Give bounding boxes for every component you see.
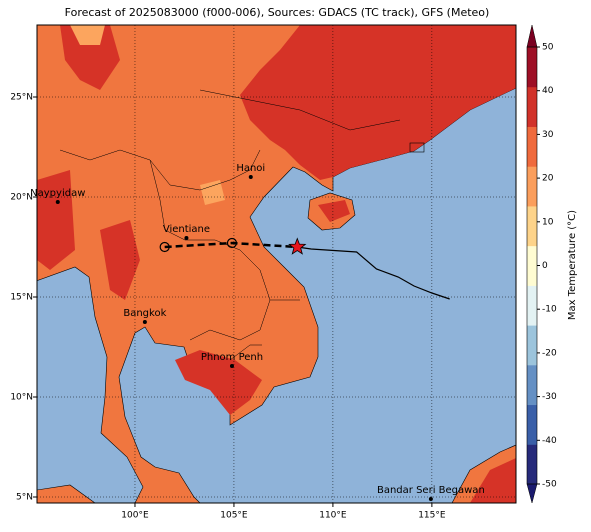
city-marker bbox=[248, 175, 253, 179]
x-tick-label: 110°E bbox=[319, 511, 347, 521]
city-marker bbox=[184, 236, 189, 240]
colorbar-bin bbox=[527, 205, 537, 247]
colorbar-tick-label: 10 bbox=[542, 217, 554, 227]
colorbar-bin bbox=[527, 444, 537, 485]
x-tick-label: 115°E bbox=[418, 511, 446, 521]
colorbar-label: Max Temperature (°C) bbox=[567, 210, 578, 320]
colorbar-bin bbox=[527, 166, 537, 207]
city-marker bbox=[142, 320, 147, 324]
colorbar-bin bbox=[527, 245, 537, 286]
x-tick-label: 105°E bbox=[220, 511, 248, 521]
city-label: Vientiane bbox=[163, 224, 210, 235]
current-position bbox=[288, 237, 307, 255]
colorbar-bin bbox=[527, 364, 537, 406]
colorbar-under bbox=[526, 483, 538, 504]
y-tick-label: 20°N bbox=[10, 193, 33, 203]
colorbar-tick-label: 30 bbox=[542, 130, 554, 140]
city-label: Bandar Seri Begawan bbox=[377, 485, 485, 496]
city-marker bbox=[229, 364, 234, 368]
colorbar-tick-label: 40 bbox=[542, 86, 554, 96]
city-label: Bangkok bbox=[123, 308, 166, 319]
city-label: Naypyidaw bbox=[30, 188, 85, 199]
forecast-track bbox=[297, 246, 450, 300]
land bbox=[37, 25, 516, 503]
colorbar-bin bbox=[527, 285, 537, 326]
colorbar-bin bbox=[527, 404, 537, 445]
past-position bbox=[226, 237, 238, 249]
colorbar-tick-label: -10 bbox=[542, 305, 557, 315]
past-track bbox=[164, 241, 298, 249]
colorbar-over bbox=[526, 24, 538, 48]
y-tick-label: 25°N bbox=[10, 93, 33, 103]
city-label: Hanoi bbox=[236, 163, 265, 174]
city-marker bbox=[428, 497, 433, 501]
city-marker bbox=[55, 200, 60, 204]
colorbar-bin bbox=[527, 86, 537, 127]
map-title: Forecast of 2025083000 (f000-006), Sourc… bbox=[65, 6, 490, 19]
colorbar-tick-label: -50 bbox=[542, 480, 557, 490]
colorbar-tick-label: 20 bbox=[542, 174, 554, 184]
colorbar-tick-label: -30 bbox=[542, 392, 557, 402]
colorbar-bin bbox=[527, 325, 537, 366]
colorbar-tick-label: -40 bbox=[542, 436, 557, 446]
colorbar-tick-label: 50 bbox=[542, 43, 554, 53]
y-tick-label: 10°N bbox=[10, 393, 33, 403]
y-tick-label: 15°N bbox=[10, 293, 33, 303]
colorbar-bin bbox=[527, 47, 537, 88]
city-label: Phnom Penh bbox=[201, 352, 263, 363]
map-frame bbox=[36, 24, 517, 504]
colorbar-tick-label: 0 bbox=[542, 261, 548, 271]
colorbar-tick-label: -20 bbox=[542, 348, 557, 358]
y-tick-label: 5°N bbox=[16, 493, 33, 503]
past-position bbox=[159, 241, 170, 253]
colorbar-bin bbox=[527, 126, 537, 167]
x-tick-label: 100°E bbox=[121, 511, 149, 521]
